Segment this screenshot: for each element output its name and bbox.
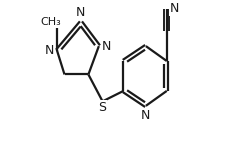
Text: N: N (45, 44, 54, 57)
Text: N: N (76, 6, 86, 19)
Text: N: N (102, 40, 111, 53)
Text: N: N (170, 2, 179, 15)
Text: CH₃: CH₃ (40, 17, 61, 27)
Text: S: S (99, 101, 107, 114)
Text: N: N (141, 109, 151, 122)
